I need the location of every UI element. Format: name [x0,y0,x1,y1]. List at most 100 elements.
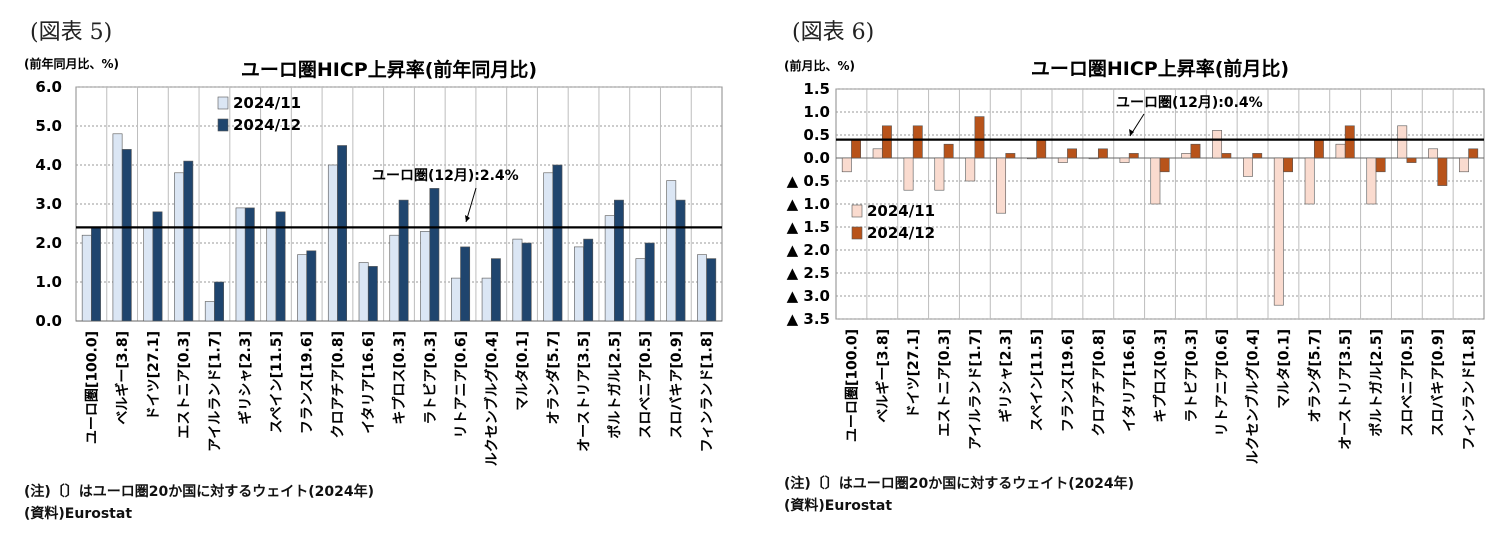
bar-2024-12-12 [1221,153,1232,159]
bar-2024-11-8 [1088,157,1099,160]
bar-2024-12-11 [1190,143,1201,159]
bar-2024-12-11 [429,188,440,322]
bar-2024-12-0 [91,227,101,322]
bar-2024-11-20 [1459,157,1469,173]
bar-2024-12-13 [1252,153,1263,159]
y-tick-label: 6.0 [35,78,62,96]
bar-2024-11-19 [1428,148,1439,159]
x-category-label: スペイン[11.5] [1030,329,1046,431]
legend-label: 2024/11 [867,202,935,220]
x-category-label: スペイン[11.5] [269,331,285,433]
chart-source: (資料)Eurostat [24,506,133,522]
bar-2024-12-19 [1437,157,1448,186]
bar-2024-12-9 [1128,153,1139,159]
bar-2024-12-2 [912,125,923,159]
chart-2-svg: 1.5 1.0 0.5 0.0 ▲ 0.5 ▲ 1.0 ▲ 1.5 ▲ 2.0 ▲ 2.5 ▲ 3… [784,57,1485,464]
y-tick-label: 1.0 [803,103,830,121]
bar-2024-11-6 [1027,157,1037,160]
x-category-label: オーストリア[3.5] [1338,329,1354,450]
y-tick-label: 0.0 [803,149,830,167]
x-category-label: ドイツ[27.1] [906,329,922,418]
bar-2024-12-10 [1159,157,1170,173]
bar-2024-11-17 [1366,157,1377,205]
figure-label: (図表 5) [30,20,113,45]
bar-2024-12-3 [943,143,954,159]
bar-2024-11-0 [841,157,852,173]
x-category-label: フランス[19.6] [1060,329,1076,432]
chart-note: (注)〔〕はユーロ圏20か国に対するウェイト(2024年) [24,484,375,500]
bar-2024-12-18 [1406,157,1417,163]
bar-2024-12-4 [214,281,224,322]
bar-2024-11-3 [934,157,945,191]
bar-2024-12-6 [1036,139,1047,159]
x-category-label: オランダ[5.7] [1306,329,1323,423]
legend-swatch [851,204,863,218]
bar-2024-12-1 [881,125,892,159]
x-category-label: フランス[19.6] [300,331,316,434]
bar-2024-12-7 [1067,148,1077,159]
bar-2024-11-7 [1057,157,1068,163]
legend-label: 2024/12 [867,224,935,242]
bar-2024-12-20 [706,258,717,322]
x-category-label: ポルトガル[2.5] [606,331,623,439]
bar-2024-11-6 [266,227,277,322]
x-category-label: エストニア[0.3] [937,329,953,437]
bar-2024-12-12 [460,246,471,322]
bar-2024-12-0 [851,139,861,159]
x-category-label: キプロス[0.3] [1153,329,1169,423]
bar-2024-11-19 [666,180,677,322]
bar-2024-11-5 [235,207,246,322]
x-category-label: ベルギー[3.8] [114,331,131,425]
bar-2024-12-14 [1283,157,1293,173]
legend-swatch [217,118,229,132]
bar-2024-11-9 [1119,157,1130,163]
chart-panel-2: (図表 6) 1.5 1.0 0.5 0.0 ▲ 0.5 ▲ 1.0 ▲ 1.5 ▲ 2.0 ▲… [754,0,1508,540]
bar-2024-11-11 [420,231,431,322]
chart-title: ユーロ圏HICP上昇率(前月比) [1031,57,1289,80]
figure-label: (図表 6) [792,20,875,45]
y-tick-label: ▲ 0.5 [787,172,830,190]
bar-2024-11-14 [512,238,523,322]
bar-2024-11-8 [327,164,338,322]
bar-2024-12-15 [552,164,563,322]
y-tick-label: ▲ 3.5 [787,310,830,328]
bar-2024-12-9 [367,266,378,322]
x-category-label: リトアニア[0.6] [454,331,470,438]
bar-2024-11-5 [996,157,1007,214]
x-category-label: ユーロ圏[100.0] [844,329,860,442]
x-category-label: アイルランド[1.7] [207,331,223,452]
bar-2024-12-6 [275,211,286,322]
bar-2024-11-18 [635,258,646,322]
x-category-label: マルタ[0.1] [515,331,531,411]
bar-2024-11-2 [143,227,154,322]
y-tick-label: 2.0 [35,234,62,252]
x-category-label: スロベニア[0.5] [638,331,654,439]
x-category-label: スロバキア[0.9] [669,331,685,439]
x-category-label: リトアニア[0.6] [1215,329,1231,436]
x-category-label: フィンランド[1.8] [700,331,716,452]
bar-2024-12-15 [1313,139,1324,159]
bar-2024-11-16 [1335,143,1346,159]
bar-2024-11-3 [174,172,184,322]
x-category-label: ベルギー[3.8] [874,329,891,423]
y-tick-label: 1.5 [803,80,830,98]
reference-line-label: ユーロ圏(12月):2.4% [372,168,519,184]
y-tick-label: ▲ 2.0 [787,241,830,259]
bar-2024-12-19 [675,199,686,322]
x-category-label: ラトビア[0.3] [423,331,439,425]
chart-title: ユーロ圏HICP上昇率(前年同月比) [241,58,537,81]
chart-panel-1: (図表 5) 6.0 5.0 4.0 3.0 2.0 1.0 0.0 ユーロ圏(12月):2.… [24,20,723,522]
x-category-label: ギリシャ[2.3] [998,329,1015,423]
x-category-label: イタリア[16.6] [1122,329,1138,432]
bar-2024-11-15 [1304,157,1315,205]
y-tick-label: 0.5 [803,126,830,144]
y-tick-label: 0.0 [35,312,62,330]
x-category-label: ルクセンブルグ[0.4] [1245,329,1262,464]
y-tick-label: 1.0 [35,273,62,291]
x-category-label: アイルランド[1.7] [968,329,984,450]
bar-2024-12-1 [121,149,132,322]
bar-2024-12-17 [1375,157,1386,173]
legend-label: 2024/11 [233,94,301,112]
bar-2024-12-7 [306,250,317,322]
bar-2024-11-2 [903,157,914,191]
